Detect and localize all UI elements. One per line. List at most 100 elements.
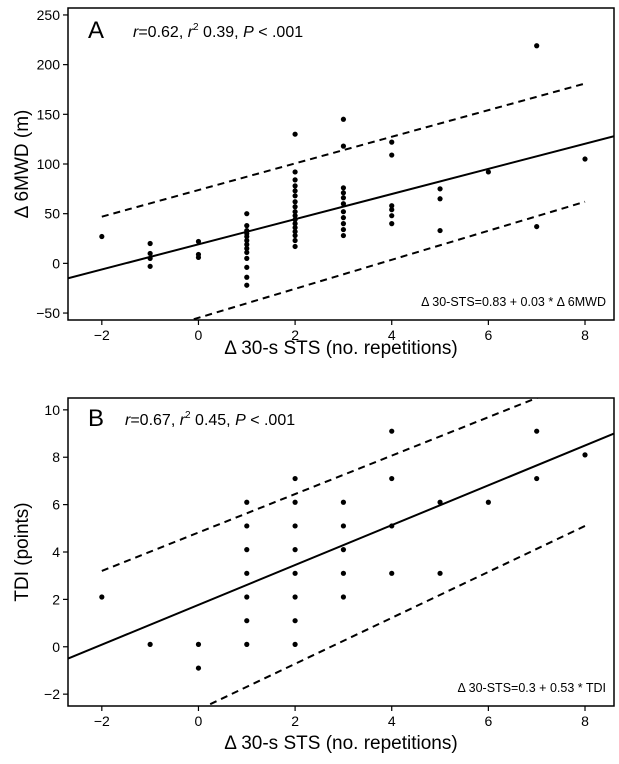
data-point [485, 499, 491, 505]
data-point [292, 523, 298, 529]
data-point [340, 226, 347, 233]
data-point [340, 523, 347, 529]
data-point [292, 177, 298, 183]
data-point [292, 169, 298, 175]
y-tick-label-a: 50 [44, 206, 60, 222]
lower-prediction-line-a [187, 200, 586, 320]
data-point [147, 240, 153, 247]
data-point [389, 203, 395, 209]
plot-frame-a [67, 7, 615, 321]
data-point [340, 547, 347, 553]
data-point [195, 238, 202, 245]
upper-prediction-line-b [101, 398, 540, 572]
data-point [244, 245, 250, 252]
data-point [244, 547, 250, 553]
data-point [292, 224, 298, 231]
panel-letter-a: A [88, 17, 104, 44]
y-axis-label-b: TDI (points) [12, 502, 33, 601]
regression-line-a [68, 135, 614, 280]
panel-letter-b: B [88, 405, 104, 432]
data-point [292, 499, 298, 505]
x-tick-label-b: 6 [484, 713, 492, 729]
data-point [244, 641, 250, 648]
x-tick-label-b: 0 [195, 713, 203, 729]
data-point [244, 241, 250, 248]
data-point [389, 139, 395, 145]
data-points-a [99, 43, 588, 288]
data-point [340, 195, 347, 201]
data-point [340, 499, 347, 505]
data-point [389, 428, 395, 434]
data-point [292, 209, 298, 215]
y-tick-label-b: 0 [52, 639, 60, 655]
data-point [582, 156, 588, 162]
data-point [244, 223, 250, 229]
data-point [485, 169, 491, 175]
data-point [340, 594, 347, 600]
data-point [147, 255, 153, 261]
data-point [292, 641, 298, 648]
data-point [389, 207, 395, 213]
y-tick-label-a: 250 [37, 7, 61, 23]
data-point [340, 232, 347, 239]
data-point [389, 570, 395, 576]
data-point [244, 211, 250, 217]
data-point [292, 188, 298, 194]
data-point [292, 199, 298, 205]
data-point [244, 594, 250, 600]
data-point [292, 232, 298, 239]
data-point [244, 233, 250, 240]
data-point [437, 227, 443, 234]
data-point [292, 547, 298, 553]
data-point [340, 209, 347, 215]
fit-lines-a [68, 82, 614, 320]
stats-text-b: r=0.67, r2 0.45, P < .001 [125, 410, 295, 429]
data-point [340, 116, 347, 122]
data-point [582, 452, 588, 458]
x-tick-label-a: 4 [388, 327, 396, 343]
fit-lines-b [68, 398, 614, 706]
data-point [534, 43, 540, 49]
y-tick-label-b: 10 [44, 402, 60, 418]
y-tick-label-a: 200 [37, 57, 61, 73]
y-tick-label-b: 4 [52, 544, 60, 560]
data-point [534, 428, 540, 434]
data-point [244, 249, 250, 256]
y-tick-label-a: 150 [37, 106, 61, 122]
panel-a: A r=0.62, r2 0.39, P < .001 Δ 30-STS=0.8… [12, 7, 615, 359]
data-point [147, 263, 153, 269]
x-tick-label-a: 6 [484, 327, 492, 343]
data-point [99, 233, 105, 240]
equation-text-b: Δ 30-STS=0.3 + 0.53 * TDI [458, 681, 606, 695]
data-point [292, 475, 298, 482]
data-point [292, 221, 298, 227]
data-point [340, 190, 347, 196]
lower-prediction-line-b [204, 525, 586, 706]
x-tick-label-b: 4 [388, 713, 396, 729]
x-tick-label-b: 8 [581, 713, 589, 729]
data-point [534, 223, 540, 230]
x-tick-label-a: 2 [291, 327, 299, 343]
data-point [389, 152, 395, 158]
data-point [340, 570, 347, 576]
data-point [437, 186, 443, 192]
y-tick-label-b: 2 [52, 591, 60, 607]
x-tick-label-a: 8 [581, 327, 589, 343]
y-axis-label-a: Δ 6MWD (m) [12, 110, 33, 219]
y-tick-label-a: −50 [36, 305, 60, 321]
data-point [244, 237, 250, 244]
data-point [244, 618, 250, 624]
data-point [195, 254, 202, 261]
data-point [437, 570, 443, 576]
y-tick-label-b: 6 [52, 497, 60, 513]
data-point [244, 282, 250, 288]
data-point [99, 594, 105, 600]
data-point [244, 274, 250, 280]
y-tick-label-a: 0 [52, 255, 60, 271]
x-tick-label-a: 0 [195, 327, 203, 343]
x-tick-label-a: −2 [94, 327, 110, 343]
panel-b: B r=0.67, r2 0.45, P < .001 Δ 30-STS=0.3… [12, 397, 615, 754]
data-point [244, 255, 250, 261]
data-point [292, 243, 298, 250]
